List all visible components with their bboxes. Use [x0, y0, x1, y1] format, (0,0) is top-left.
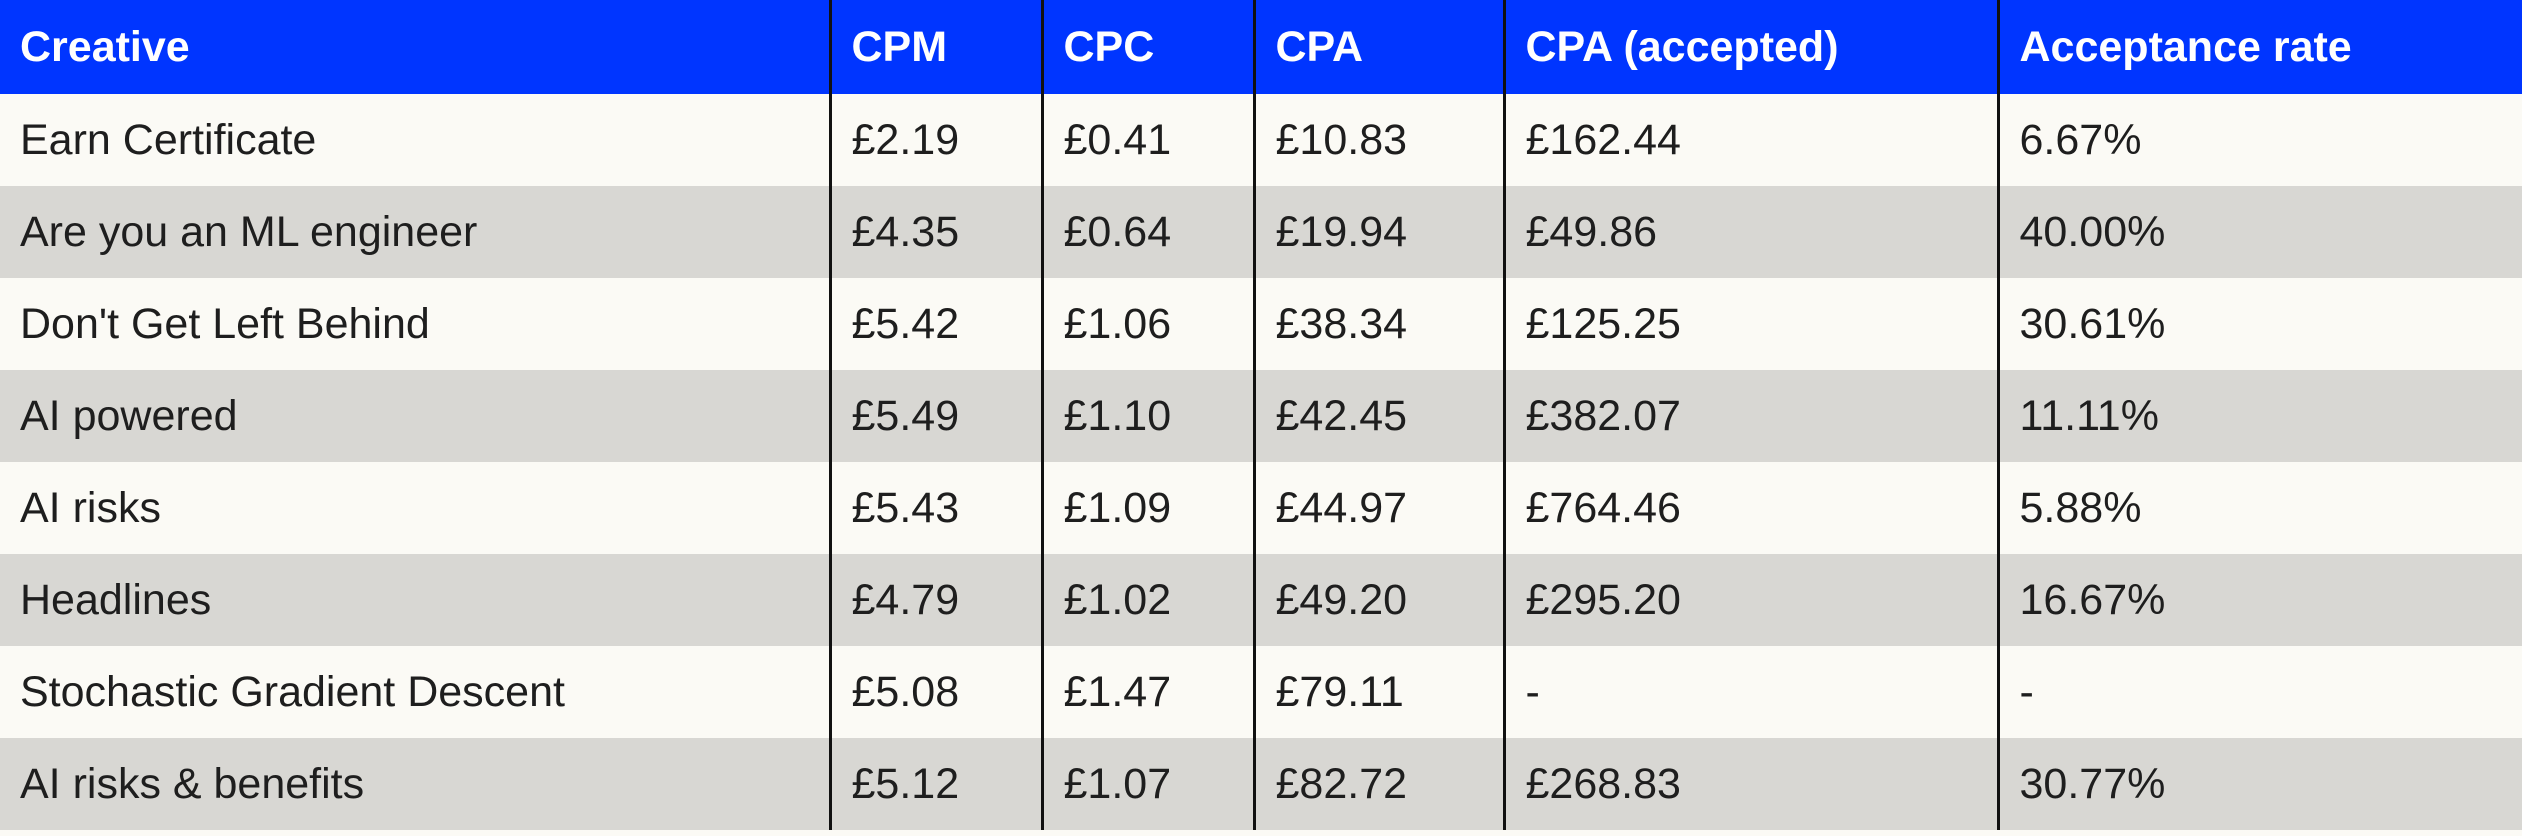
- cell-cpa: £79.11: [1252, 646, 1504, 738]
- table-header: Creative CPM CPC CPA CPA (accepted) Acce…: [0, 0, 2522, 94]
- column-header-cpm: CPM: [828, 0, 1042, 94]
- cell-cpm: £5.08: [828, 646, 1042, 738]
- cell-cpc: £1.10: [1040, 370, 1254, 462]
- cell-cpa: £38.34: [1252, 278, 1504, 370]
- cell-creative: Don't Get Left Behind: [20, 299, 430, 348]
- cell-acceptance-rate: 5.88%: [1996, 462, 2522, 554]
- cell-creative: AI risks & benefits: [20, 759, 365, 808]
- table-body: Earn Certificate £2.19 £0.41 £10.83 £162…: [0, 94, 2522, 830]
- cell-cpa: £82.72: [1252, 738, 1504, 830]
- cell-cpa-accepted: £49.86: [1502, 186, 1998, 278]
- cell-acceptance-rate: 16.67%: [1996, 554, 2522, 646]
- cell-cpm: £5.43: [828, 462, 1042, 554]
- cell-cpc: £0.41: [1040, 94, 1254, 186]
- table-row: Headlines £4.79 £1.02 £49.20 £295.20 16.…: [0, 554, 2522, 646]
- column-header-acceptance-rate: Acceptance rate: [1996, 0, 2522, 94]
- cell-cpa-accepted: £295.20: [1502, 554, 1998, 646]
- cell-creative: Are you an ML engineer: [20, 207, 478, 256]
- cell-cpa-accepted: £125.25: [1502, 278, 1998, 370]
- table-row: Earn Certificate £2.19 £0.41 £10.83 £162…: [0, 94, 2522, 186]
- cell-acceptance-rate: 30.61%: [1996, 278, 2522, 370]
- column-header-cpa-accepted: CPA (accepted): [1502, 0, 1998, 94]
- cell-cpa-accepted: -: [1502, 646, 1998, 738]
- cell-cpa-accepted: £382.07: [1502, 370, 1998, 462]
- column-header-cpc: CPC: [1040, 0, 1254, 94]
- cell-cpc: £1.47: [1040, 646, 1254, 738]
- cell-creative: AI powered: [20, 391, 238, 440]
- table-row: AI powered £5.49 £1.10 £42.45 £382.07 11…: [0, 370, 2522, 462]
- cell-cpa-accepted: £764.46: [1502, 462, 1998, 554]
- cell-cpa: £42.45: [1252, 370, 1504, 462]
- table-row: Are you an ML engineer £4.35 £0.64 £19.9…: [0, 186, 2522, 278]
- cell-cpm: £5.12: [828, 738, 1042, 830]
- column-header-creative: Creative: [20, 22, 190, 71]
- cell-acceptance-rate: -: [1996, 646, 2522, 738]
- cell-cpa-accepted: £268.83: [1502, 738, 1998, 830]
- cell-creative: Earn Certificate: [20, 115, 317, 164]
- cell-creative: Stochastic Gradient Descent: [20, 667, 565, 716]
- table-row: AI risks & benefits £5.12 £1.07 £82.72 £…: [0, 738, 2522, 830]
- cell-acceptance-rate: 30.77%: [1996, 738, 2522, 830]
- cell-cpa: £49.20: [1252, 554, 1504, 646]
- cell-acceptance-rate: 6.67%: [1996, 94, 2522, 186]
- column-header-cpa: CPA: [1252, 0, 1504, 94]
- cell-cpc: £1.06: [1040, 278, 1254, 370]
- cell-cpa: £19.94: [1252, 186, 1504, 278]
- cell-cpm: £4.35: [828, 186, 1042, 278]
- cell-cpa: £10.83: [1252, 94, 1504, 186]
- header-row: Creative CPM CPC CPA CPA (accepted) Acce…: [0, 0, 2522, 94]
- cell-cpm: £2.19: [828, 94, 1042, 186]
- table-row: Don't Get Left Behind £5.42 £1.06 £38.34…: [0, 278, 2522, 370]
- cell-cpc: £1.02: [1040, 554, 1254, 646]
- cell-cpm: £5.42: [828, 278, 1042, 370]
- cell-cpc: £1.09: [1040, 462, 1254, 554]
- cell-cpc: £0.64: [1040, 186, 1254, 278]
- cell-cpm: £5.49: [828, 370, 1042, 462]
- cell-cpm: £4.79: [828, 554, 1042, 646]
- cell-cpa-accepted: £162.44: [1502, 94, 1998, 186]
- table-row: Stochastic Gradient Descent £5.08 £1.47 …: [0, 646, 2522, 738]
- cell-creative: AI risks: [20, 483, 161, 532]
- cell-acceptance-rate: 40.00%: [1996, 186, 2522, 278]
- cell-acceptance-rate: 11.11%: [1996, 370, 2522, 462]
- cell-cpc: £1.07: [1040, 738, 1254, 830]
- cell-creative: Headlines: [20, 575, 212, 624]
- cell-cpa: £44.97: [1252, 462, 1504, 554]
- table-row: AI risks £5.43 £1.09 £44.97 £764.46 5.88…: [0, 462, 2522, 554]
